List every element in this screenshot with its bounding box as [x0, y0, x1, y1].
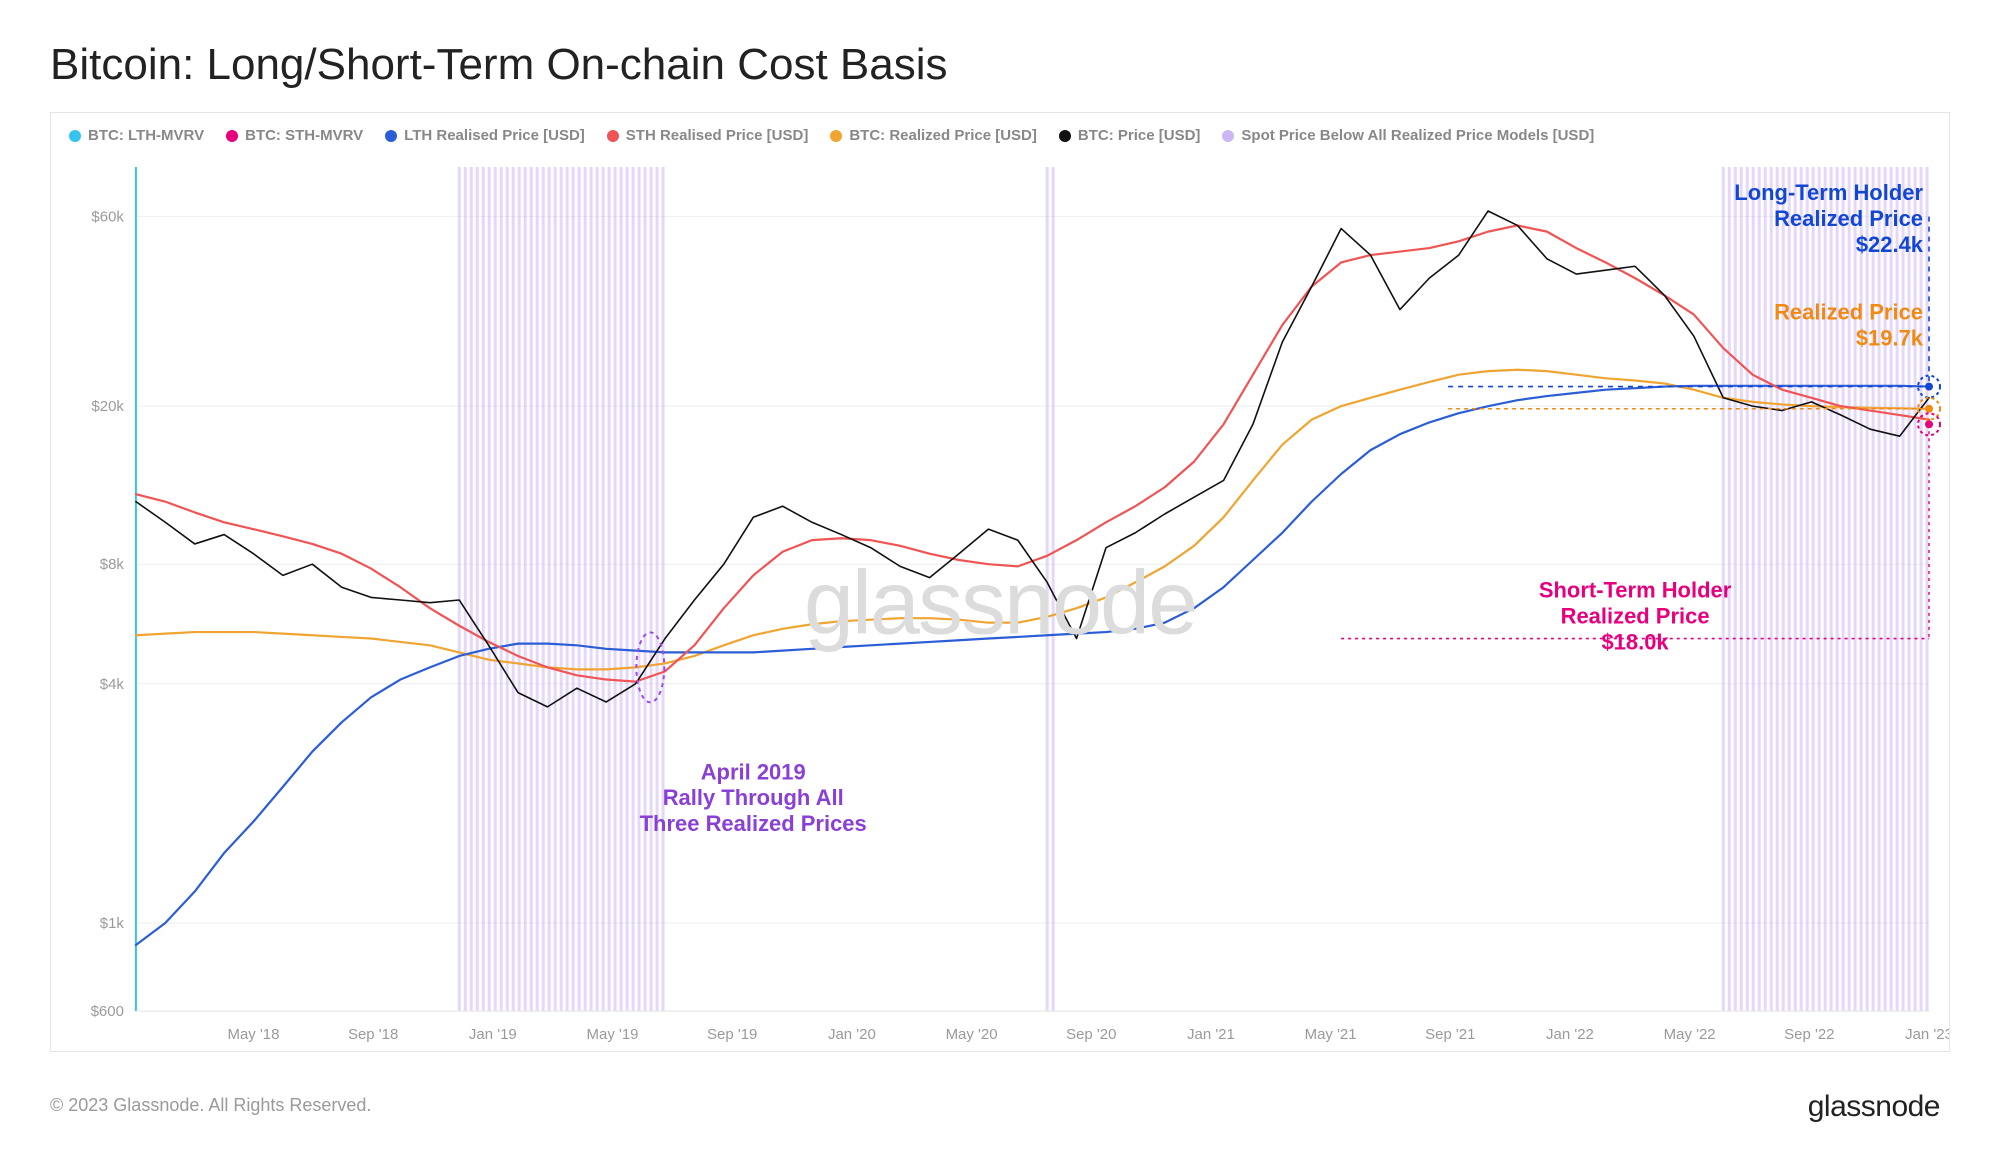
- svg-text:$19.7k: $19.7k: [1856, 326, 1924, 351]
- legend-label: BTC: LTH-MVRV: [88, 127, 204, 144]
- svg-text:Realized Price: Realized Price: [1774, 206, 1923, 231]
- svg-text:Jan '22: Jan '22: [1546, 1026, 1594, 1043]
- plot-area: glassnode $600$1k$4k$8k$20k$60kMay '18Se…: [51, 157, 1949, 1051]
- svg-text:$20k: $20k: [91, 398, 124, 415]
- svg-text:May '21: May '21: [1305, 1026, 1357, 1043]
- legend-label: BTC: Price [USD]: [1078, 127, 1201, 144]
- svg-text:Sep '18: Sep '18: [348, 1026, 398, 1043]
- legend-item: BTC: LTH-MVRV: [69, 127, 204, 144]
- legend: BTC: LTH-MVRV BTC: STH-MVRV LTH Realised P…: [51, 113, 1949, 152]
- chart-frame: BTC: LTH-MVRV BTC: STH-MVRV LTH Realised P…: [50, 112, 1950, 1052]
- svg-text:May '20: May '20: [946, 1026, 998, 1043]
- legend-item: BTC: STH-MVRV: [226, 127, 363, 144]
- svg-text:April 2019: April 2019: [701, 759, 806, 784]
- svg-text:Sep '21: Sep '21: [1425, 1026, 1475, 1043]
- svg-text:Sep '19: Sep '19: [707, 1026, 757, 1043]
- svg-text:$22.4k: $22.4k: [1856, 232, 1924, 257]
- legend-item: LTH Realised Price [USD]: [385, 127, 585, 144]
- svg-text:Short-Term Holder: Short-Term Holder: [1539, 577, 1732, 602]
- legend-dot: [1222, 130, 1234, 142]
- svg-text:$4k: $4k: [100, 676, 125, 693]
- legend-item: Spot Price Below All Realized Price Mode…: [1222, 127, 1594, 144]
- svg-text:Jan '23: Jan '23: [1905, 1026, 1949, 1043]
- svg-text:Long-Term Holder: Long-Term Holder: [1734, 180, 1923, 205]
- chart-title: Bitcoin: Long/Short-Term On-chain Cost B…: [50, 40, 1950, 90]
- legend-dot: [607, 130, 619, 142]
- legend-item: BTC: Realized Price [USD]: [830, 127, 1037, 144]
- svg-text:Jan '19: Jan '19: [469, 1026, 517, 1043]
- copyright-text: © 2023 Glassnode. All Rights Reserved.: [50, 1095, 371, 1116]
- svg-text:Jan '21: Jan '21: [1187, 1026, 1235, 1043]
- svg-text:$60k: $60k: [91, 209, 124, 226]
- brand-logo: glassnode: [1808, 1090, 1940, 1124]
- svg-text:Sep '22: Sep '22: [1784, 1026, 1834, 1043]
- legend-dot: [226, 130, 238, 142]
- svg-text:May '19: May '19: [587, 1026, 639, 1043]
- legend-label: Spot Price Below All Realized Price Mode…: [1241, 127, 1594, 144]
- legend-label: LTH Realised Price [USD]: [404, 127, 585, 144]
- legend-label: STH Realised Price [USD]: [626, 127, 809, 144]
- plot-svg: $600 $1k $4k $8k $20k $60k May '18 Sep '18 Jan '…: [51, 157, 1949, 1051]
- svg-text:May '22: May '22: [1664, 1026, 1716, 1043]
- svg-text:Three Realized Prices: Three Realized Prices: [640, 811, 867, 836]
- legend-dot: [385, 130, 397, 142]
- svg-text:Realized Price: Realized Price: [1774, 300, 1923, 325]
- svg-text:$18.0k: $18.0k: [1601, 629, 1669, 654]
- svg-text:May '18: May '18: [227, 1026, 279, 1043]
- svg-text:Sep '20: Sep '20: [1066, 1026, 1116, 1043]
- svg-text:$600: $600: [91, 1003, 124, 1020]
- svg-text:Rally Through All: Rally Through All: [663, 785, 844, 810]
- legend-item: STH Realised Price [USD]: [607, 127, 809, 144]
- svg-text:Jan '20: Jan '20: [828, 1026, 876, 1043]
- legend-dot: [1059, 130, 1071, 142]
- page: Bitcoin: Long/Short-Term On-chain Cost B…: [0, 0, 2000, 1152]
- legend-item: BTC: Price [USD]: [1059, 127, 1201, 144]
- legend-label: BTC: STH-MVRV: [245, 127, 363, 144]
- legend-dot: [69, 130, 81, 142]
- svg-text:Realized Price: Realized Price: [1561, 603, 1710, 628]
- legend-dot: [830, 130, 842, 142]
- svg-text:$1k: $1k: [100, 915, 125, 932]
- legend-label: BTC: Realized Price [USD]: [849, 127, 1037, 144]
- svg-text:$8k: $8k: [100, 556, 125, 573]
